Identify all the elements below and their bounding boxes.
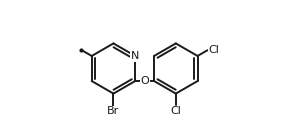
Text: Cl: Cl — [171, 106, 181, 116]
Text: N: N — [131, 51, 139, 61]
Text: O: O — [140, 76, 149, 86]
Text: Cl: Cl — [208, 45, 219, 55]
Text: Br: Br — [107, 106, 120, 116]
